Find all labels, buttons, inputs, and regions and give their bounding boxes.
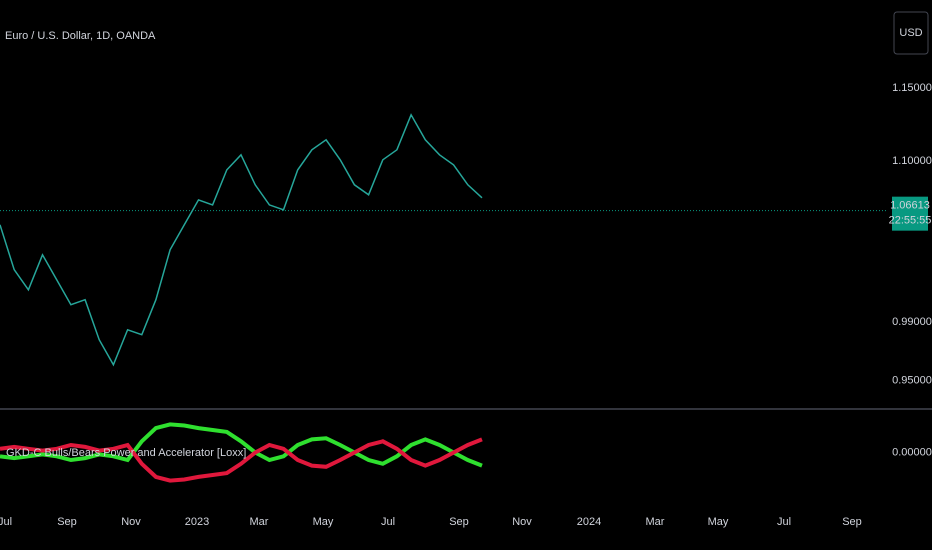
indicator-title: GKD-C Bulls/Bears Power and Accelerator … bbox=[6, 447, 246, 459]
x-tick-label: Jul bbox=[0, 516, 12, 528]
series-line bbox=[0, 437, 483, 483]
x-tick-label: Sep bbox=[57, 516, 77, 528]
x-tick-label: Nov bbox=[512, 516, 532, 528]
x-tick-label: Jul bbox=[381, 516, 395, 528]
x-tick-label: 2024 bbox=[577, 516, 601, 528]
symbol-title: Euro / U.S. Dollar, 1D, OANDA bbox=[5, 30, 156, 42]
x-tick-label: May bbox=[708, 516, 729, 528]
y-tick-label: 1.10000 bbox=[892, 155, 932, 167]
x-tick-label: Mar bbox=[646, 516, 665, 528]
countdown: 22:55:55 bbox=[889, 215, 932, 227]
y-tick-label: 1.15000 bbox=[892, 82, 932, 94]
x-tick-label: Mar bbox=[250, 516, 269, 528]
x-tick-label: May bbox=[313, 516, 334, 528]
y-tick-label: 0.95000 bbox=[892, 375, 932, 387]
series-line bbox=[0, 113, 483, 367]
last-price-box bbox=[892, 196, 928, 231]
x-tick-label: Nov bbox=[121, 516, 141, 528]
currency[interactable]: USD bbox=[899, 27, 922, 39]
x-tick-label: Jul bbox=[777, 516, 791, 528]
x-tick-label: Sep bbox=[842, 516, 862, 528]
y-tick-label: 0.00000 bbox=[892, 446, 932, 458]
x-tick-label: 2023 bbox=[185, 516, 209, 528]
y-tick-label: 0.99000 bbox=[892, 316, 932, 328]
x-tick-label: Sep bbox=[449, 516, 469, 528]
last-price-label: 1.06613 bbox=[890, 200, 930, 212]
currency-button[interactable] bbox=[893, 11, 929, 55]
